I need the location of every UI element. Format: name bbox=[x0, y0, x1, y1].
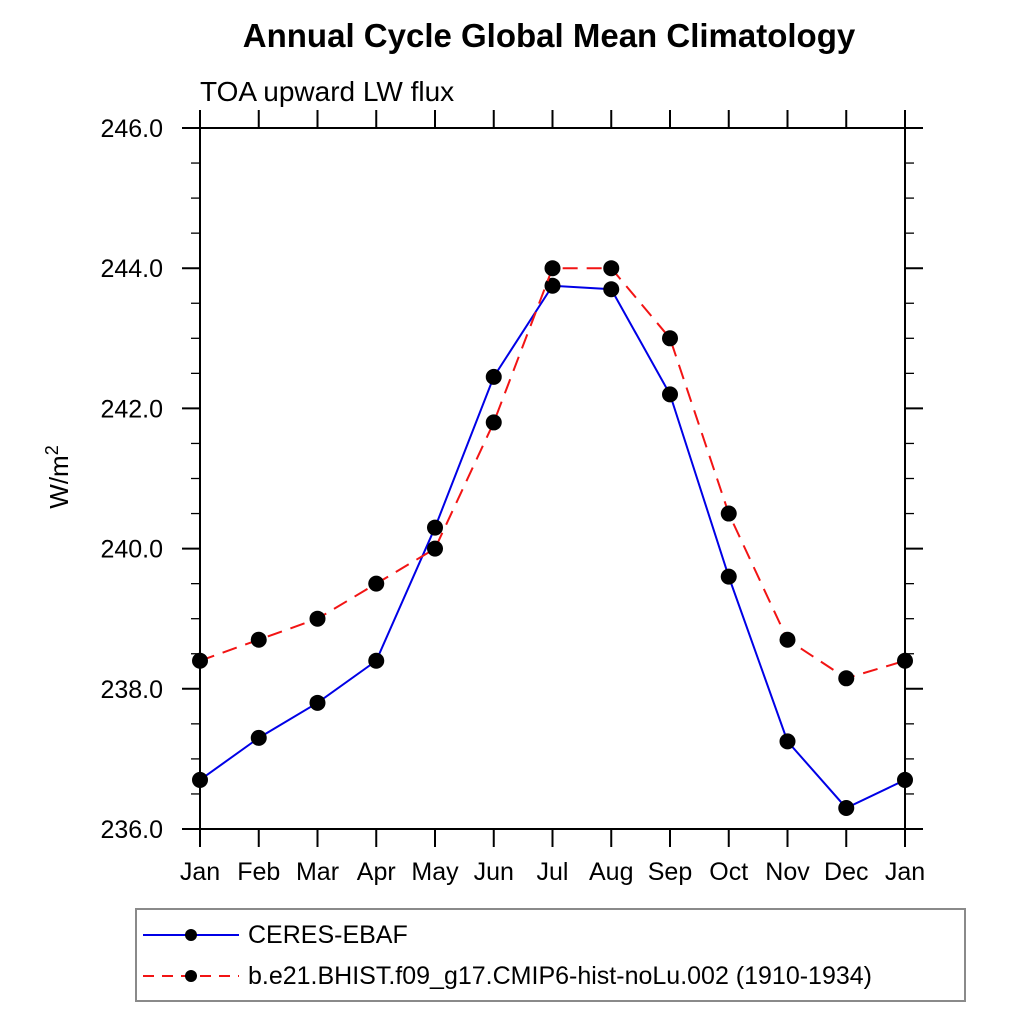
data-point-marker bbox=[368, 652, 385, 669]
x-tick-label: Jun bbox=[474, 858, 514, 886]
data-point-marker bbox=[662, 330, 678, 347]
y-tick-label: 246.0 bbox=[100, 115, 163, 143]
data-point-marker bbox=[309, 694, 326, 711]
x-tick-label: Feb bbox=[237, 858, 280, 886]
data-point-marker bbox=[720, 505, 737, 522]
plot-frame bbox=[199, 127, 906, 830]
series-line-1 bbox=[199, 267, 906, 680]
data-point-marker bbox=[368, 575, 385, 592]
series-layer bbox=[192, 260, 913, 816]
data-point-marker bbox=[779, 631, 796, 648]
y-tick-label: 236.0 bbox=[100, 816, 163, 844]
data-point-marker bbox=[897, 771, 913, 788]
legend-line-marker-sample-icon bbox=[143, 929, 239, 941]
x-tick-label: Nov bbox=[765, 858, 810, 886]
legend-item-ceres: CERES-EBAF bbox=[141, 916, 408, 954]
data-point-marker bbox=[192, 652, 208, 669]
y-axis-label: W/m2 bbox=[42, 445, 74, 508]
y-axis-label-superscript: 2 bbox=[42, 445, 62, 455]
data-point-marker bbox=[603, 281, 620, 298]
data-point-marker bbox=[427, 519, 443, 536]
data-point-marker bbox=[544, 277, 561, 294]
y-tick-label: 242.0 bbox=[100, 395, 163, 423]
data-point-marker bbox=[309, 610, 326, 627]
series-line-0 bbox=[199, 284, 906, 810]
data-point-marker bbox=[250, 729, 267, 746]
data-point-marker bbox=[662, 386, 678, 403]
x-tick-label: Sep bbox=[648, 858, 692, 886]
legend-marker-model-icon bbox=[185, 970, 197, 982]
data-point-marker bbox=[427, 540, 443, 557]
x-tick-label: Oct bbox=[709, 858, 748, 886]
data-point-marker bbox=[838, 670, 855, 687]
x-tick-label: Jan bbox=[180, 858, 220, 886]
chart-subtitle: TOA upward LW flux bbox=[200, 76, 454, 107]
data-point-marker bbox=[485, 368, 502, 385]
y-tick-label: 238.0 bbox=[100, 676, 163, 704]
y-tick-label: 240.0 bbox=[100, 536, 163, 564]
x-tick-label: Jul bbox=[537, 858, 569, 886]
x-tick-label: Mar bbox=[296, 858, 339, 886]
data-point-marker bbox=[603, 260, 620, 277]
legend-line-marker-sample-icon bbox=[143, 970, 239, 982]
data-point-marker bbox=[544, 260, 561, 277]
x-tick-label: Jan bbox=[885, 858, 925, 886]
data-point-marker bbox=[485, 414, 502, 431]
data-point-marker bbox=[897, 652, 913, 669]
data-point-marker bbox=[779, 733, 796, 750]
data-point-marker bbox=[720, 568, 737, 585]
x-tick-label: Dec bbox=[824, 858, 868, 886]
legend-label-ceres: CERES-EBAF bbox=[248, 920, 408, 949]
x-tick-label: May bbox=[411, 858, 459, 886]
chart-title: Annual Cycle Global Mean Climatology bbox=[243, 17, 856, 54]
legend-item-model: b.e21.BHIST.f09_g17.CMIP6-hist-noLu.002 … bbox=[141, 957, 872, 995]
legend-label-model: b.e21.BHIST.f09_g17.CMIP6-hist-noLu.002 … bbox=[248, 961, 872, 990]
legend: CERES-EBAF b.e21.BHIST.f09_g17.CMIP6-his… bbox=[135, 908, 966, 1002]
data-point-marker bbox=[250, 631, 267, 648]
data-point-marker bbox=[838, 799, 855, 816]
data-point-marker bbox=[192, 771, 208, 788]
x-tick-label: Aug bbox=[589, 858, 633, 886]
y-axis-label-base: W/m bbox=[44, 455, 74, 508]
legend-marker-ceres-icon bbox=[185, 929, 197, 941]
y-tick-label: 244.0 bbox=[100, 255, 163, 283]
axes-layer: 236.0 238.0 240.0 242.0 244.0 246.0 Jan Feb Mar A… bbox=[100, 110, 925, 886]
x-tick-label: Apr bbox=[357, 858, 396, 886]
